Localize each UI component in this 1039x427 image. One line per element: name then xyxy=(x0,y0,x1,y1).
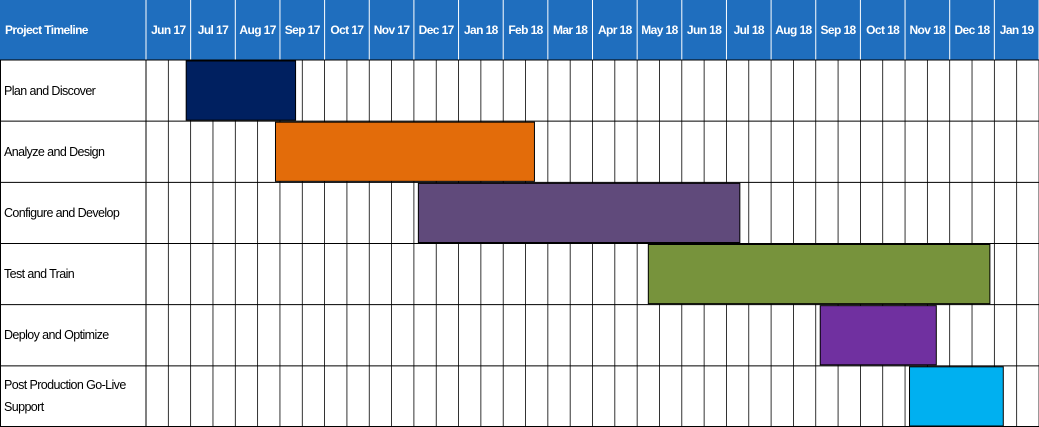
month-label: Feb 18 xyxy=(508,23,543,37)
month-label: Aug 18 xyxy=(775,23,812,37)
task-bar xyxy=(647,244,991,305)
month-label: Aug 17 xyxy=(239,23,276,37)
task-label: Analyze and Design xyxy=(4,144,105,159)
task-label-box: Configure and Develop xyxy=(4,205,120,220)
month-label: Oct 18 xyxy=(866,23,900,37)
month-label: Jan 18 xyxy=(464,23,499,37)
month-label: Apr 18 xyxy=(598,23,633,37)
month-label: Jun 18 xyxy=(687,23,722,37)
task-label-box: Test and Train xyxy=(4,267,75,282)
task-label-box: Deploy and Optimize xyxy=(4,328,109,343)
month-label: Jul 17 xyxy=(198,23,229,37)
month-label: Sep 17 xyxy=(285,23,321,37)
task-label: Post Production Go-Live Support xyxy=(4,378,126,415)
month-label: Nov 18 xyxy=(909,23,946,37)
task-label-box: Plan and Discover xyxy=(4,83,96,98)
task-bar xyxy=(819,305,937,366)
month-label: Nov 17 xyxy=(374,23,411,37)
task-label: Plan and Discover xyxy=(4,83,96,98)
task-label-box: Analyze and Design xyxy=(4,144,105,159)
month-label: Jul 18 xyxy=(734,23,765,37)
task-bar xyxy=(185,60,297,121)
month-label: Dec 18 xyxy=(954,23,990,37)
task-label: Deploy and Optimize xyxy=(4,328,109,343)
chart-title: Project Timeline xyxy=(5,23,89,37)
task-bar xyxy=(274,121,535,182)
month-label: Oct 17 xyxy=(330,23,364,37)
task-label: Test and Train xyxy=(4,267,75,282)
month-label: May 18 xyxy=(641,23,678,37)
task-label: Configure and Develop xyxy=(4,205,120,220)
task-label-box: Post Production Go-Live Support xyxy=(4,378,126,415)
month-label: Dec 17 xyxy=(419,23,455,37)
month-label: Jun 17 xyxy=(151,23,186,37)
header-band xyxy=(0,0,1039,60)
month-label: Jan 19 xyxy=(1000,23,1035,37)
task-bar xyxy=(909,366,1004,427)
month-label: Mar 18 xyxy=(553,23,588,37)
task-bar xyxy=(417,182,741,243)
month-label: Sep 18 xyxy=(821,23,857,37)
